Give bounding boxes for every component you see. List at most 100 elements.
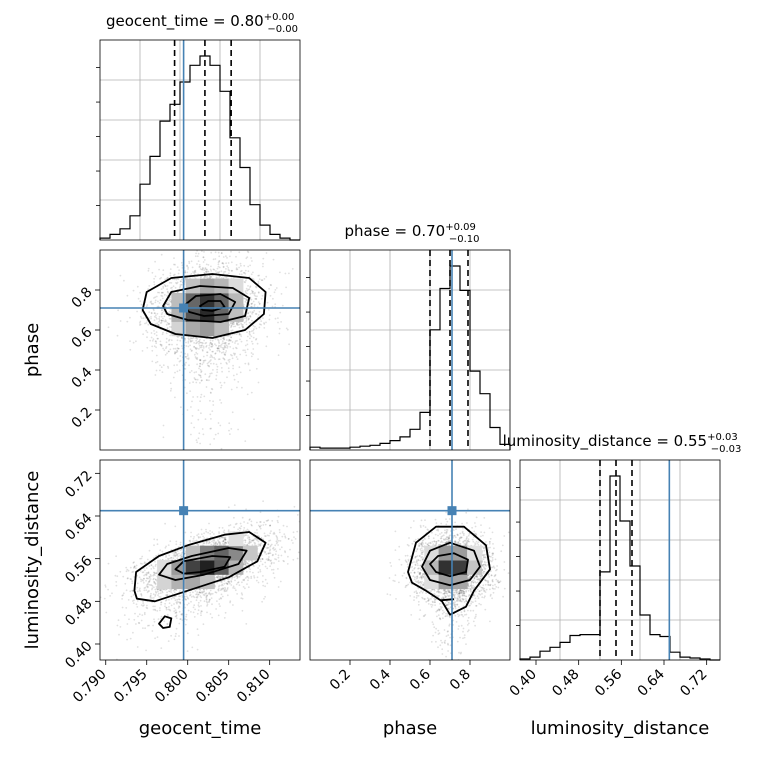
scatter-point [174, 551, 177, 553]
scatter-point [231, 341, 234, 343]
scatter-point [209, 443, 212, 446]
scatter-point [229, 339, 232, 342]
scatter-point [196, 341, 198, 344]
scatter-point [146, 604, 148, 607]
scatter-point [230, 261, 233, 264]
scatter-point [210, 362, 212, 365]
scatter-point [252, 332, 255, 334]
scatter-point [145, 329, 148, 332]
scatter-point [155, 295, 158, 298]
scatter-point [282, 559, 285, 562]
scatter-point [173, 610, 176, 613]
scatter-point [226, 583, 229, 585]
scatter-point [267, 308, 270, 311]
scatter-point [153, 582, 156, 585]
scatter-point [202, 542, 205, 545]
scatter-point [190, 600, 192, 603]
scatter-point [283, 560, 285, 563]
scatter-point [259, 511, 262, 514]
scatter-point [218, 587, 220, 590]
scatter-point [186, 595, 188, 598]
scatter-point [220, 544, 223, 546]
scatter-point [220, 402, 223, 404]
scatter-point [247, 362, 250, 365]
scatter-point [223, 337, 225, 339]
scatter-point [272, 568, 275, 571]
scatter-point [166, 288, 169, 291]
scatter-point [249, 337, 251, 340]
scatter-point [196, 543, 198, 546]
scatter-point [195, 371, 198, 373]
scatter-point [198, 342, 200, 345]
scatter-point [216, 600, 218, 602]
scatter-point [277, 515, 280, 518]
scatter-point [214, 541, 217, 544]
scatter-point [242, 271, 245, 274]
scatter-point [234, 523, 237, 526]
scatter-point [163, 315, 166, 318]
scatter-point [190, 260, 193, 263]
scatter-point [136, 600, 139, 602]
scatter-point [153, 572, 156, 575]
scatter-point [248, 560, 250, 563]
scatter-point [153, 312, 156, 314]
scatter-point [176, 347, 179, 349]
scatter-point [166, 285, 169, 287]
scatter-point [139, 590, 142, 592]
scatter-point [197, 409, 200, 411]
scatter-point [234, 325, 237, 328]
scatter-point [197, 373, 200, 376]
scatter-point [252, 538, 255, 541]
scatter-point [199, 362, 202, 365]
scatter-point [235, 323, 238, 325]
scatter-point [129, 348, 132, 351]
scatter-point [276, 541, 279, 544]
scatter-point [196, 595, 199, 598]
scatter-point [161, 309, 163, 311]
scatter-point [154, 323, 157, 325]
scatter-point [159, 589, 162, 592]
scatter-point [244, 290, 247, 293]
scatter-point [268, 534, 270, 537]
scatter-point [130, 595, 133, 598]
scatter-point [204, 418, 207, 420]
scatter-point [264, 551, 266, 554]
scatter-point [243, 297, 245, 300]
scatter-point [262, 500, 264, 503]
scatter-point [217, 432, 220, 435]
scatter-point [193, 371, 196, 374]
scatter-point [139, 323, 142, 326]
scatter-point [225, 268, 227, 270]
scatter-point [167, 640, 170, 642]
scatter-point [157, 291, 159, 294]
scatter-point [166, 294, 169, 297]
scatter-point [184, 271, 187, 274]
scatter-point [203, 537, 206, 539]
scatter-point [287, 555, 289, 558]
scatter-point [227, 343, 230, 345]
scatter-point [140, 303, 143, 306]
scatter-point [243, 264, 246, 267]
scatter-point [260, 297, 263, 300]
scatter-point [196, 353, 199, 355]
scatter-point [213, 542, 216, 545]
scatter-point [131, 589, 134, 592]
scatter-point [237, 343, 239, 345]
scatter-point [168, 305, 171, 307]
scatter-point [195, 596, 198, 599]
scatter-point [267, 543, 270, 546]
scatter-point [161, 333, 164, 336]
scatter-point [287, 538, 290, 540]
scatter-point [224, 342, 227, 345]
scatter-point [248, 541, 251, 543]
scatter-point [206, 540, 208, 543]
scatter-point [248, 330, 251, 333]
scatter-point [175, 611, 178, 614]
scatter-point [210, 387, 213, 390]
scatter-point [249, 285, 252, 288]
scatter-point [220, 362, 222, 365]
scatter-point [197, 593, 200, 596]
scatter-point [141, 579, 144, 581]
scatter-point [216, 576, 219, 579]
scatter-point [125, 570, 128, 573]
